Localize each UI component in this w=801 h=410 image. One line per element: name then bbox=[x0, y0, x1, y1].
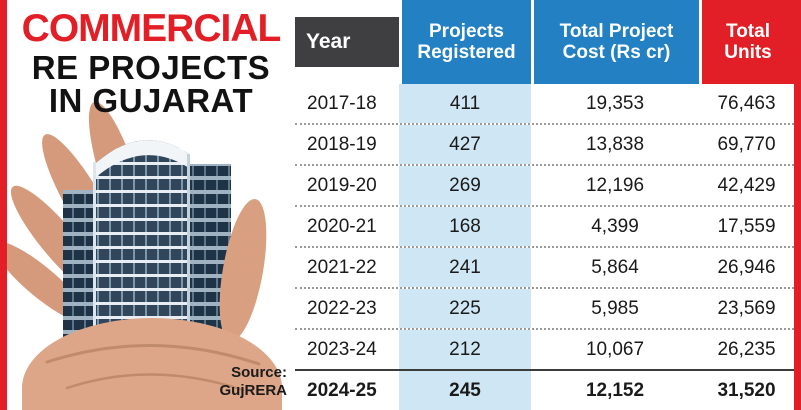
table-cell-value: 12,196 bbox=[585, 174, 645, 196]
table-cell-year: 2024-25 bbox=[307, 379, 377, 401]
table-cell-year: 2017-18 bbox=[307, 92, 377, 114]
table-cell-year: 2018-19 bbox=[307, 133, 377, 155]
hand-holding-building-image bbox=[7, 92, 295, 410]
table-cell-value: 168 bbox=[399, 207, 531, 246]
table-cell-value: 12,152 bbox=[585, 379, 645, 401]
title-line-3: IN GUJARAT bbox=[48, 82, 254, 120]
table-cell-value: 10,067 bbox=[585, 338, 645, 360]
table-cell-value: 31,520 bbox=[717, 379, 776, 401]
left-panel: COMMERCIAL RE PROJECTS IN GUJARAT bbox=[7, 0, 295, 410]
table-row: 2018-19 427 13,838 69,770 bbox=[295, 123, 794, 164]
table-row: 2020-21 168 4,399 17,559 bbox=[295, 205, 794, 246]
table-cell-value: 42,429 bbox=[717, 174, 776, 196]
table-cell-value: 212 bbox=[399, 330, 531, 369]
table-cell-year: 2020-21 bbox=[307, 215, 377, 237]
table-row: 2022-23 225 5,985 23,569 bbox=[295, 287, 794, 328]
hand-palm bbox=[22, 318, 282, 410]
table-cell-value: 26,946 bbox=[717, 256, 776, 278]
source-value: GujRERA bbox=[219, 382, 288, 399]
title-line-2: RE PROJECTS bbox=[31, 48, 271, 86]
data-table: Year Projects Registered Total Project C… bbox=[295, 0, 794, 410]
table-cell-value: 4,399 bbox=[591, 215, 639, 237]
table-cell-value: 5,864 bbox=[591, 256, 639, 278]
table-cell-value: 17,559 bbox=[717, 215, 776, 237]
table-row: 2017-18 411 19,353 76,463 bbox=[295, 84, 794, 123]
source-label: Source: bbox=[231, 364, 287, 381]
table-cell-year: 2019-20 bbox=[307, 174, 377, 196]
table-cell-value: 225 bbox=[399, 289, 531, 328]
right-red-strip bbox=[794, 0, 801, 410]
table-cell-value: 411 bbox=[399, 84, 531, 123]
table-cell-value: 23,569 bbox=[717, 297, 776, 319]
table-cell-year: 2023-24 bbox=[307, 338, 377, 360]
table-cell-value: 241 bbox=[399, 248, 531, 287]
table-header-row: Year Projects Registered Total Project C… bbox=[295, 0, 794, 84]
table-cell-year: 2022-23 bbox=[307, 297, 377, 319]
data-table-body: 2017-18 411 19,353 76,463 2018-19 427 13,838 69… bbox=[295, 84, 794, 410]
table-cell-value: 19,353 bbox=[585, 92, 645, 114]
table-cell-value: 76,463 bbox=[717, 92, 776, 114]
table-header-projects-registered: Projects Registered bbox=[399, 0, 531, 84]
table-cell-value: 427 bbox=[399, 125, 531, 164]
hand-thumb bbox=[219, 199, 267, 341]
table-row: 2023-24 212 10,067 26,235 bbox=[295, 328, 794, 369]
table-cell-value: 269 bbox=[399, 166, 531, 205]
table-cell-value: 5,985 bbox=[591, 297, 639, 319]
table-header-total-units: Total Units bbox=[699, 0, 794, 84]
page-title: COMMERCIAL RE PROJECTS IN GUJARAT bbox=[7, 0, 295, 118]
table-header-total-project-cost: Total Project Cost (Rs cr) bbox=[531, 0, 699, 84]
table-cell-value: 13,838 bbox=[585, 133, 645, 155]
table-row: 2024-25 245 12,152 31,520 bbox=[295, 369, 794, 410]
table-cell-year: 2021-22 bbox=[307, 256, 377, 278]
table-row: 2021-22 241 5,864 26,946 bbox=[295, 246, 794, 287]
table-cell-value: 245 bbox=[399, 371, 531, 410]
title-line-1: COMMERCIAL bbox=[21, 7, 282, 50]
building-illustration bbox=[63, 140, 231, 350]
table-header-year: Year bbox=[295, 0, 399, 84]
table-row: 2019-20 269 12,196 42,429 bbox=[295, 164, 794, 205]
left-red-strip bbox=[0, 0, 7, 410]
table-cell-value: 69,770 bbox=[717, 133, 776, 155]
table-cell-value: 26,235 bbox=[717, 338, 776, 360]
source-attribution: Source: GujRERA bbox=[220, 364, 288, 400]
